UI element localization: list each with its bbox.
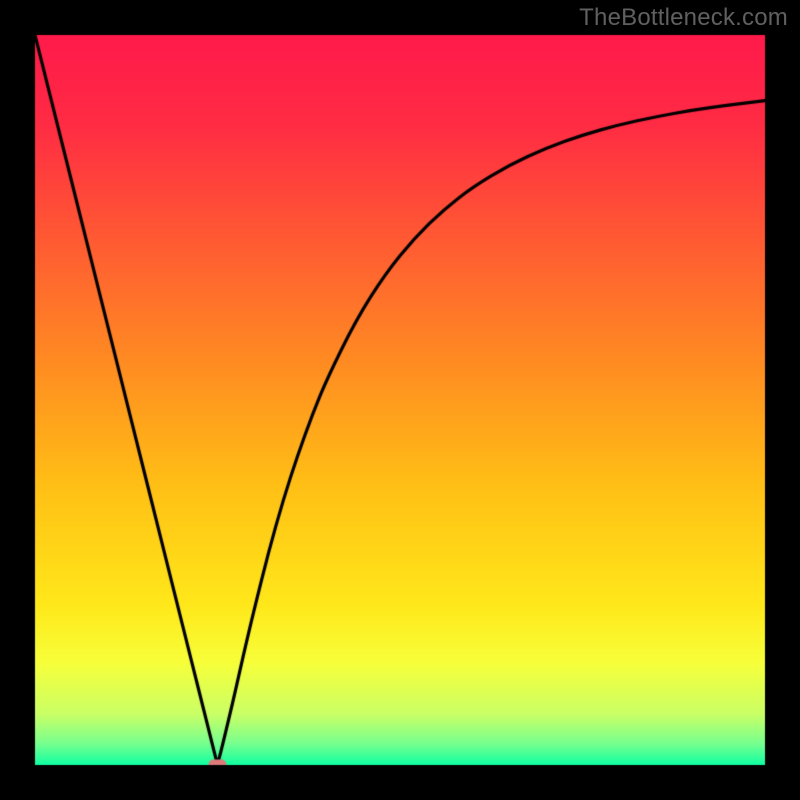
bottleneck-curve-canvas bbox=[0, 0, 800, 800]
watermark-label: TheBottleneck.com bbox=[579, 4, 788, 32]
chart-root: TheBottleneck.com bbox=[0, 0, 800, 800]
